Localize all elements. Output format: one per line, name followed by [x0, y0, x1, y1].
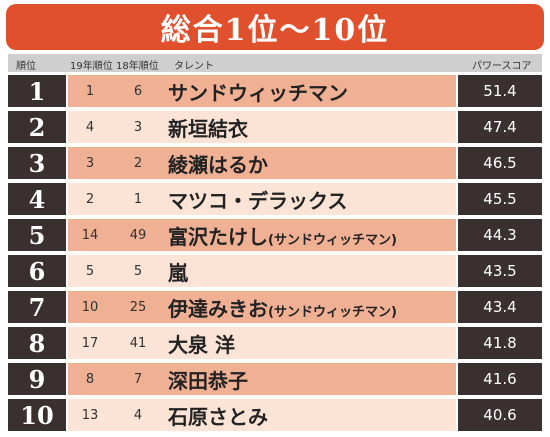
power-score-cell: 41.8: [458, 327, 542, 359]
talent-name-main: 嵐: [168, 260, 188, 285]
row-body: 17 41 大泉 洋: [68, 327, 456, 359]
rank-cell: 2: [8, 111, 66, 143]
talent-name: マツコ・デラックス: [168, 185, 347, 214]
power-score-cell: 41.6: [458, 363, 542, 395]
rank-19-cell: 4: [85, 119, 95, 135]
table-row: 9 8 7 深田恭子 41.6: [8, 363, 542, 395]
header-power-score: パワースコア: [472, 61, 532, 72]
rank-cell: 4: [8, 183, 66, 215]
row-body: 5 5 嵐: [68, 255, 456, 287]
talent-name-main: 大泉 洋: [168, 332, 235, 357]
power-score-cell: 44.3: [458, 219, 542, 251]
rank-19-cell: 13: [81, 407, 99, 423]
table-row: 1 1 6 サンドウィッチマン 51.4: [8, 75, 542, 107]
power-score-cell: 40.6: [458, 399, 542, 431]
row-body: 13 4 石原さとみ: [68, 399, 456, 431]
rank-18-cell: 4: [133, 407, 143, 423]
rank-19-cell: 3: [85, 155, 95, 171]
header-rank-19: 19年順位: [70, 61, 113, 72]
rank-18-cell: 7: [133, 371, 143, 387]
rank-cell: 1: [8, 75, 66, 107]
talent-name-sub: (サンドウィッチマン): [268, 232, 397, 248]
header-talent: タレント: [174, 61, 214, 72]
rank-18-cell: 49: [129, 227, 147, 243]
talent-name-main: 伊達みきお: [168, 296, 268, 321]
power-score-cell: 51.4: [458, 75, 542, 107]
talent-name-main: サンドウィッチマン: [168, 80, 348, 105]
table-header: 順位 19年順位 18年順位 タレント パワースコア: [8, 54, 542, 72]
table-row: 6 5 5 嵐 43.5: [8, 255, 542, 287]
power-score-cell: 45.5: [458, 183, 542, 215]
talent-name: 富沢たけし(サンドウィッチマン): [168, 221, 397, 250]
row-body: 14 49 富沢たけし(サンドウィッチマン): [68, 219, 456, 251]
talent-name: サンドウィッチマン: [168, 77, 348, 106]
talent-name-sub: (サンドウィッチマン): [268, 304, 397, 320]
rank-19-cell: 1: [85, 83, 95, 99]
talent-name: 深田恭子: [168, 365, 248, 394]
rank-cell: 7: [8, 291, 66, 323]
talent-name: 伊達みきお(サンドウィッチマン): [168, 293, 397, 322]
rank-19-cell: 2: [85, 191, 95, 207]
header-rank: 順位: [16, 61, 36, 72]
rank-cell: 8: [8, 327, 66, 359]
power-score-cell: 43.5: [458, 255, 542, 287]
rank-18-cell: 5: [133, 263, 143, 279]
table-row: 2 4 3 新垣結衣 47.4: [8, 111, 542, 143]
rank-18-cell: 25: [129, 299, 147, 315]
talent-name-main: 石原さとみ: [168, 404, 268, 429]
talent-name-main: 富沢たけし: [168, 224, 268, 249]
rank-19-cell: 10: [81, 299, 99, 315]
row-body: 3 2 綾瀬はるか: [68, 147, 456, 179]
row-body: 2 1 マツコ・デラックス: [68, 183, 456, 215]
talent-name-main: マツコ・デラックス: [168, 188, 348, 213]
row-body: 8 7 深田恭子: [68, 363, 456, 395]
power-score-cell: 47.4: [458, 111, 542, 143]
talent-name: 大泉 洋: [168, 329, 235, 358]
row-body: 4 3 新垣結衣: [68, 111, 456, 143]
talent-name: 綾瀬はるか: [168, 149, 268, 178]
talent-name-main: 深田恭子: [168, 368, 248, 393]
table-row: 4 2 1 マツコ・デラックス 45.5: [8, 183, 542, 215]
table-row: 8 17 41 大泉 洋 41.8: [8, 327, 542, 359]
rank-19-cell: 5: [85, 263, 95, 279]
rank-18-cell: 2: [133, 155, 143, 171]
row-body: 1 6 サンドウィッチマン: [68, 75, 456, 107]
table-row: 3 3 2 綾瀬はるか 46.5: [8, 147, 542, 179]
rank-18-cell: 41: [129, 335, 147, 351]
header-rank-18: 18年順位: [116, 61, 159, 72]
row-body: 10 25 伊達みきお(サンドウィッチマン): [68, 291, 456, 323]
rank-18-cell: 6: [133, 83, 143, 99]
power-score-cell: 43.4: [458, 291, 542, 323]
table-row: 7 10 25 伊達みきお(サンドウィッチマン) 43.4: [8, 291, 542, 323]
rank-cell: 9: [8, 363, 66, 395]
rank-19-cell: 17: [81, 335, 99, 351]
talent-name-main: 新垣結衣: [168, 116, 248, 141]
rank-19-cell: 14: [81, 227, 99, 243]
rank-cell: 6: [8, 255, 66, 287]
ranking-title: 総合1位～10位: [160, 13, 390, 48]
rank-cell: 5: [8, 219, 66, 251]
rank-18-cell: 3: [133, 119, 143, 135]
rank-18-cell: 1: [133, 191, 143, 207]
rank-cell: 3: [8, 147, 66, 179]
power-score-cell: 46.5: [458, 147, 542, 179]
rank-19-cell: 8: [85, 371, 95, 387]
table-row: 5 14 49 富沢たけし(サンドウィッチマン) 44.3: [8, 219, 542, 251]
talent-name: 新垣結衣: [168, 113, 248, 142]
ranking-title-banner: 総合1位～10位: [6, 4, 544, 50]
talent-name: 嵐: [168, 257, 188, 286]
table-row: 10 13 4 石原さとみ 40.6: [8, 399, 542, 431]
rank-cell: 10: [8, 399, 66, 431]
talent-name: 石原さとみ: [168, 401, 268, 430]
talent-name-main: 綾瀬はるか: [168, 152, 268, 177]
